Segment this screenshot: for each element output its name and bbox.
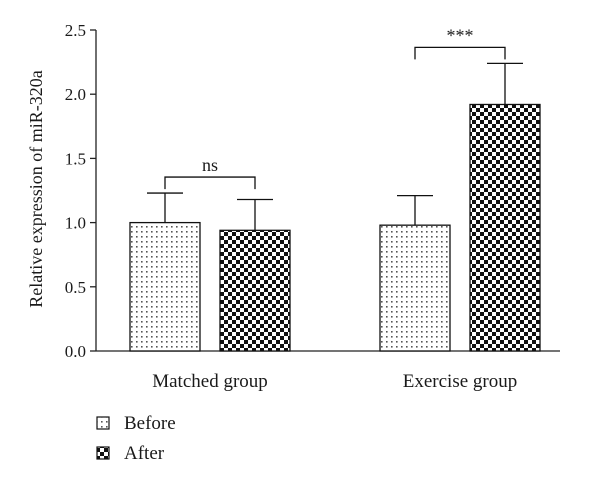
- y-tick-label: 2.5: [65, 21, 86, 40]
- y-tick-label: 2.0: [65, 85, 86, 104]
- x-category-label: Exercise group: [403, 371, 517, 392]
- y-tick-label: 0.0: [65, 342, 86, 361]
- y-tick-label: 1.0: [65, 214, 86, 233]
- y-axis-label: Relative expression of miR-320a: [26, 70, 46, 307]
- bar-after-matched: [219, 229, 291, 352]
- bar-before-exercise: [379, 224, 451, 352]
- legend-swatch-before: [96, 416, 110, 430]
- significance-bracket: [164, 176, 256, 190]
- y-tick-label: 0.5: [65, 278, 86, 297]
- y-tick-label: 1.5: [65, 149, 86, 168]
- legend-label-before: Before: [124, 413, 176, 434]
- significance-bracket: [414, 46, 506, 60]
- significance-label: ns: [202, 155, 218, 175]
- x-category-label: Matched group: [152, 371, 268, 392]
- legend-swatch-after: [96, 446, 110, 460]
- significance-label: ***: [447, 25, 474, 45]
- bar-before-matched: [129, 221, 201, 352]
- legend-label-after: After: [124, 443, 165, 464]
- legend: Before After: [96, 413, 176, 464]
- bar-after-exercise: [469, 103, 541, 352]
